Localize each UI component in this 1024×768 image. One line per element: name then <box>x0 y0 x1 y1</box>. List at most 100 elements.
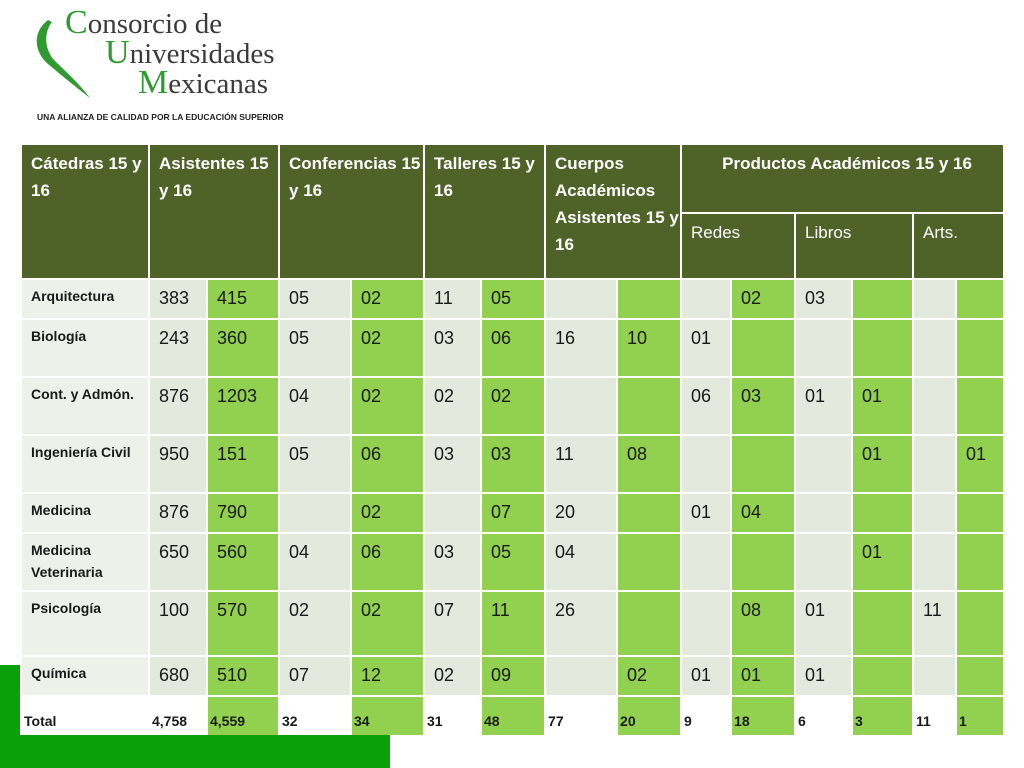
cell <box>912 278 958 320</box>
cell: 876 <box>148 492 208 534</box>
sub-header: Redes <box>680 212 797 280</box>
cell: 11 <box>912 695 958 737</box>
cell: 01 <box>955 434 1006 494</box>
column-header: Asistentes 15 y 16 <box>147 143 281 280</box>
cell: 09 <box>480 655 547 697</box>
cell: 03 <box>480 434 547 494</box>
cell: 20 <box>544 492 619 534</box>
logo-swoosh <box>36 20 90 98</box>
cell <box>680 278 733 320</box>
cell: 07 <box>480 492 547 534</box>
accent-bar <box>20 735 390 768</box>
logo-line: Mexicanas <box>138 64 269 101</box>
data-row: Arquitectura 383 415 05 02 11 05 02 03 <box>20 278 1006 320</box>
cell: 48 <box>480 695 547 737</box>
cell: 02 <box>350 278 426 320</box>
cell <box>544 278 619 320</box>
cell: 02 <box>350 492 426 534</box>
row-label: Medicina Veterinaria <box>20 532 150 592</box>
cell: 1 <box>955 695 1006 737</box>
cell <box>955 278 1006 320</box>
data-row: Biología 243 360 05 02 03 06 16 10 01 <box>20 318 1006 378</box>
column-header: Cátedras 15 y 16 <box>20 143 150 280</box>
cell: 77 <box>544 695 619 737</box>
cell: 02 <box>730 278 797 320</box>
cell: 510 <box>205 655 281 697</box>
cell: 04 <box>730 492 797 534</box>
cell: 01 <box>680 318 733 378</box>
cell <box>851 278 915 320</box>
row-label: Total <box>20 695 150 737</box>
logo: Consorcio de Universidades Mexicanas <box>30 8 330 128</box>
row-label: Arquitectura <box>20 278 150 320</box>
cell: 05 <box>480 278 547 320</box>
cell: 02 <box>423 655 483 697</box>
cell: 151 <box>205 434 281 494</box>
cell <box>955 532 1006 592</box>
cell <box>955 318 1006 378</box>
cell <box>912 434 958 494</box>
cell: 4,559 <box>205 695 281 737</box>
cell: 360 <box>205 318 281 378</box>
cell: 04 <box>278 532 353 592</box>
cell: 650 <box>148 532 208 592</box>
data-row: Ingeniería Civil 950 151 05 06 03 03 11 08 01 01 <box>20 434 1006 494</box>
cell <box>794 532 854 592</box>
cell: 08 <box>616 434 683 494</box>
cell <box>851 318 915 378</box>
cell <box>851 492 915 534</box>
cell: 1203 <box>205 376 281 436</box>
data-row: Psicología 100 570 02 02 07 11 26 08 01 11 <box>20 590 1006 657</box>
cell <box>955 376 1006 436</box>
cell: 16 <box>544 318 619 378</box>
logo-line: Consorcio de <box>65 4 223 41</box>
cell <box>912 655 958 697</box>
cell: 383 <box>148 278 208 320</box>
cell: 04 <box>544 532 619 592</box>
cell: 04 <box>278 376 353 436</box>
cell: 3 <box>851 695 915 737</box>
cell <box>912 376 958 436</box>
cell <box>730 318 797 378</box>
cell: 03 <box>423 434 483 494</box>
cell <box>912 532 958 592</box>
cell: 03 <box>794 278 854 320</box>
data-table: Cátedras 15 y 16 Asistentes 15 y 16 Confer… <box>20 143 1006 737</box>
cell: 02 <box>423 376 483 436</box>
cell: 05 <box>480 532 547 592</box>
cell: 12 <box>350 655 426 697</box>
cell: 01 <box>851 532 915 592</box>
cell: 790 <box>205 492 281 534</box>
cell: 11 <box>544 434 619 494</box>
cell: 11 <box>912 590 958 657</box>
data-row: Cont. y Admón. 876 1203 04 02 02 02 06 03 01 01 <box>20 376 1006 436</box>
cell: 6 <box>794 695 854 737</box>
cell <box>851 655 915 697</box>
cell: 570 <box>205 590 281 657</box>
cell: 02 <box>480 376 547 436</box>
cell <box>616 376 683 436</box>
cell <box>616 590 683 657</box>
cell <box>730 532 797 592</box>
cell <box>616 532 683 592</box>
cell: 243 <box>148 318 208 378</box>
row-label: Cont. y Admón. <box>20 376 150 436</box>
column-header: Productos Académicos 15 y 16 <box>680 143 1006 214</box>
cell: 18 <box>730 695 797 737</box>
cell: 07 <box>278 655 353 697</box>
cell <box>544 376 619 436</box>
cell: 01 <box>794 590 854 657</box>
header-row: Cátedras 15 y 16 Asistentes 15 y 16 Confer… <box>20 143 1006 280</box>
cell: 06 <box>350 532 426 592</box>
cell: 02 <box>350 590 426 657</box>
cell: 01 <box>851 376 915 436</box>
sub-header: Arts. <box>912 212 1006 280</box>
row-label: Química <box>20 655 150 697</box>
tagline: UNA ALIANZA DE CALIDAD POR LA EDUCACIÓN … <box>37 112 284 122</box>
cell: 560 <box>205 532 281 592</box>
cell: 05 <box>278 434 353 494</box>
cell <box>955 590 1006 657</box>
cell: 10 <box>616 318 683 378</box>
cell: 01 <box>794 655 854 697</box>
